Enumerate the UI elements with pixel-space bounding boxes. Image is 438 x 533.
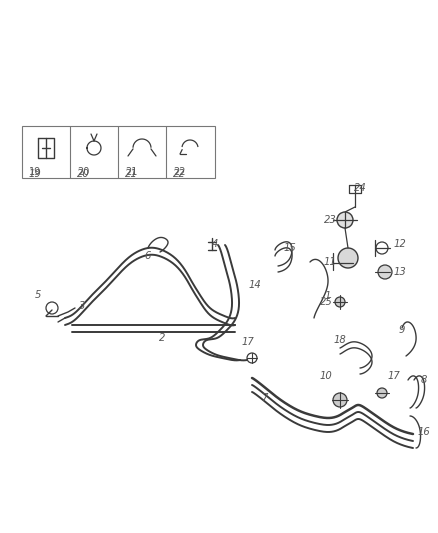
Text: 5: 5: [35, 290, 41, 300]
Text: 8: 8: [421, 375, 427, 385]
Text: 15: 15: [284, 243, 297, 253]
Text: 3: 3: [79, 301, 85, 311]
Text: 20: 20: [77, 169, 89, 179]
Circle shape: [335, 297, 345, 307]
Text: 1: 1: [325, 291, 331, 301]
Text: 21: 21: [125, 169, 138, 179]
Text: 6: 6: [145, 251, 151, 261]
Circle shape: [337, 212, 353, 228]
Text: 18: 18: [334, 335, 346, 345]
Text: 25: 25: [320, 297, 332, 307]
Text: 19: 19: [28, 169, 41, 179]
Text: 9: 9: [399, 325, 405, 335]
Text: 11: 11: [324, 257, 336, 267]
Text: 10: 10: [320, 371, 332, 381]
Text: 14: 14: [249, 280, 261, 290]
Circle shape: [377, 388, 387, 398]
Text: 12: 12: [394, 239, 406, 249]
Text: 17: 17: [388, 371, 400, 381]
Circle shape: [333, 393, 347, 407]
Text: 16: 16: [417, 427, 431, 437]
Text: 19: 19: [29, 167, 41, 177]
Text: 2: 2: [159, 333, 165, 343]
Text: 21: 21: [125, 167, 137, 177]
Text: 22: 22: [173, 169, 185, 179]
Text: 24: 24: [353, 183, 366, 193]
Circle shape: [338, 248, 358, 268]
Text: 13: 13: [394, 267, 406, 277]
Text: 17: 17: [242, 337, 254, 347]
Bar: [22, 126, 215, 178]
Circle shape: [378, 265, 392, 279]
Text: 22: 22: [173, 167, 185, 177]
Text: 7: 7: [261, 393, 267, 403]
Text: 23: 23: [324, 215, 336, 225]
Text: 20: 20: [77, 167, 89, 177]
Text: 4: 4: [212, 239, 218, 249]
